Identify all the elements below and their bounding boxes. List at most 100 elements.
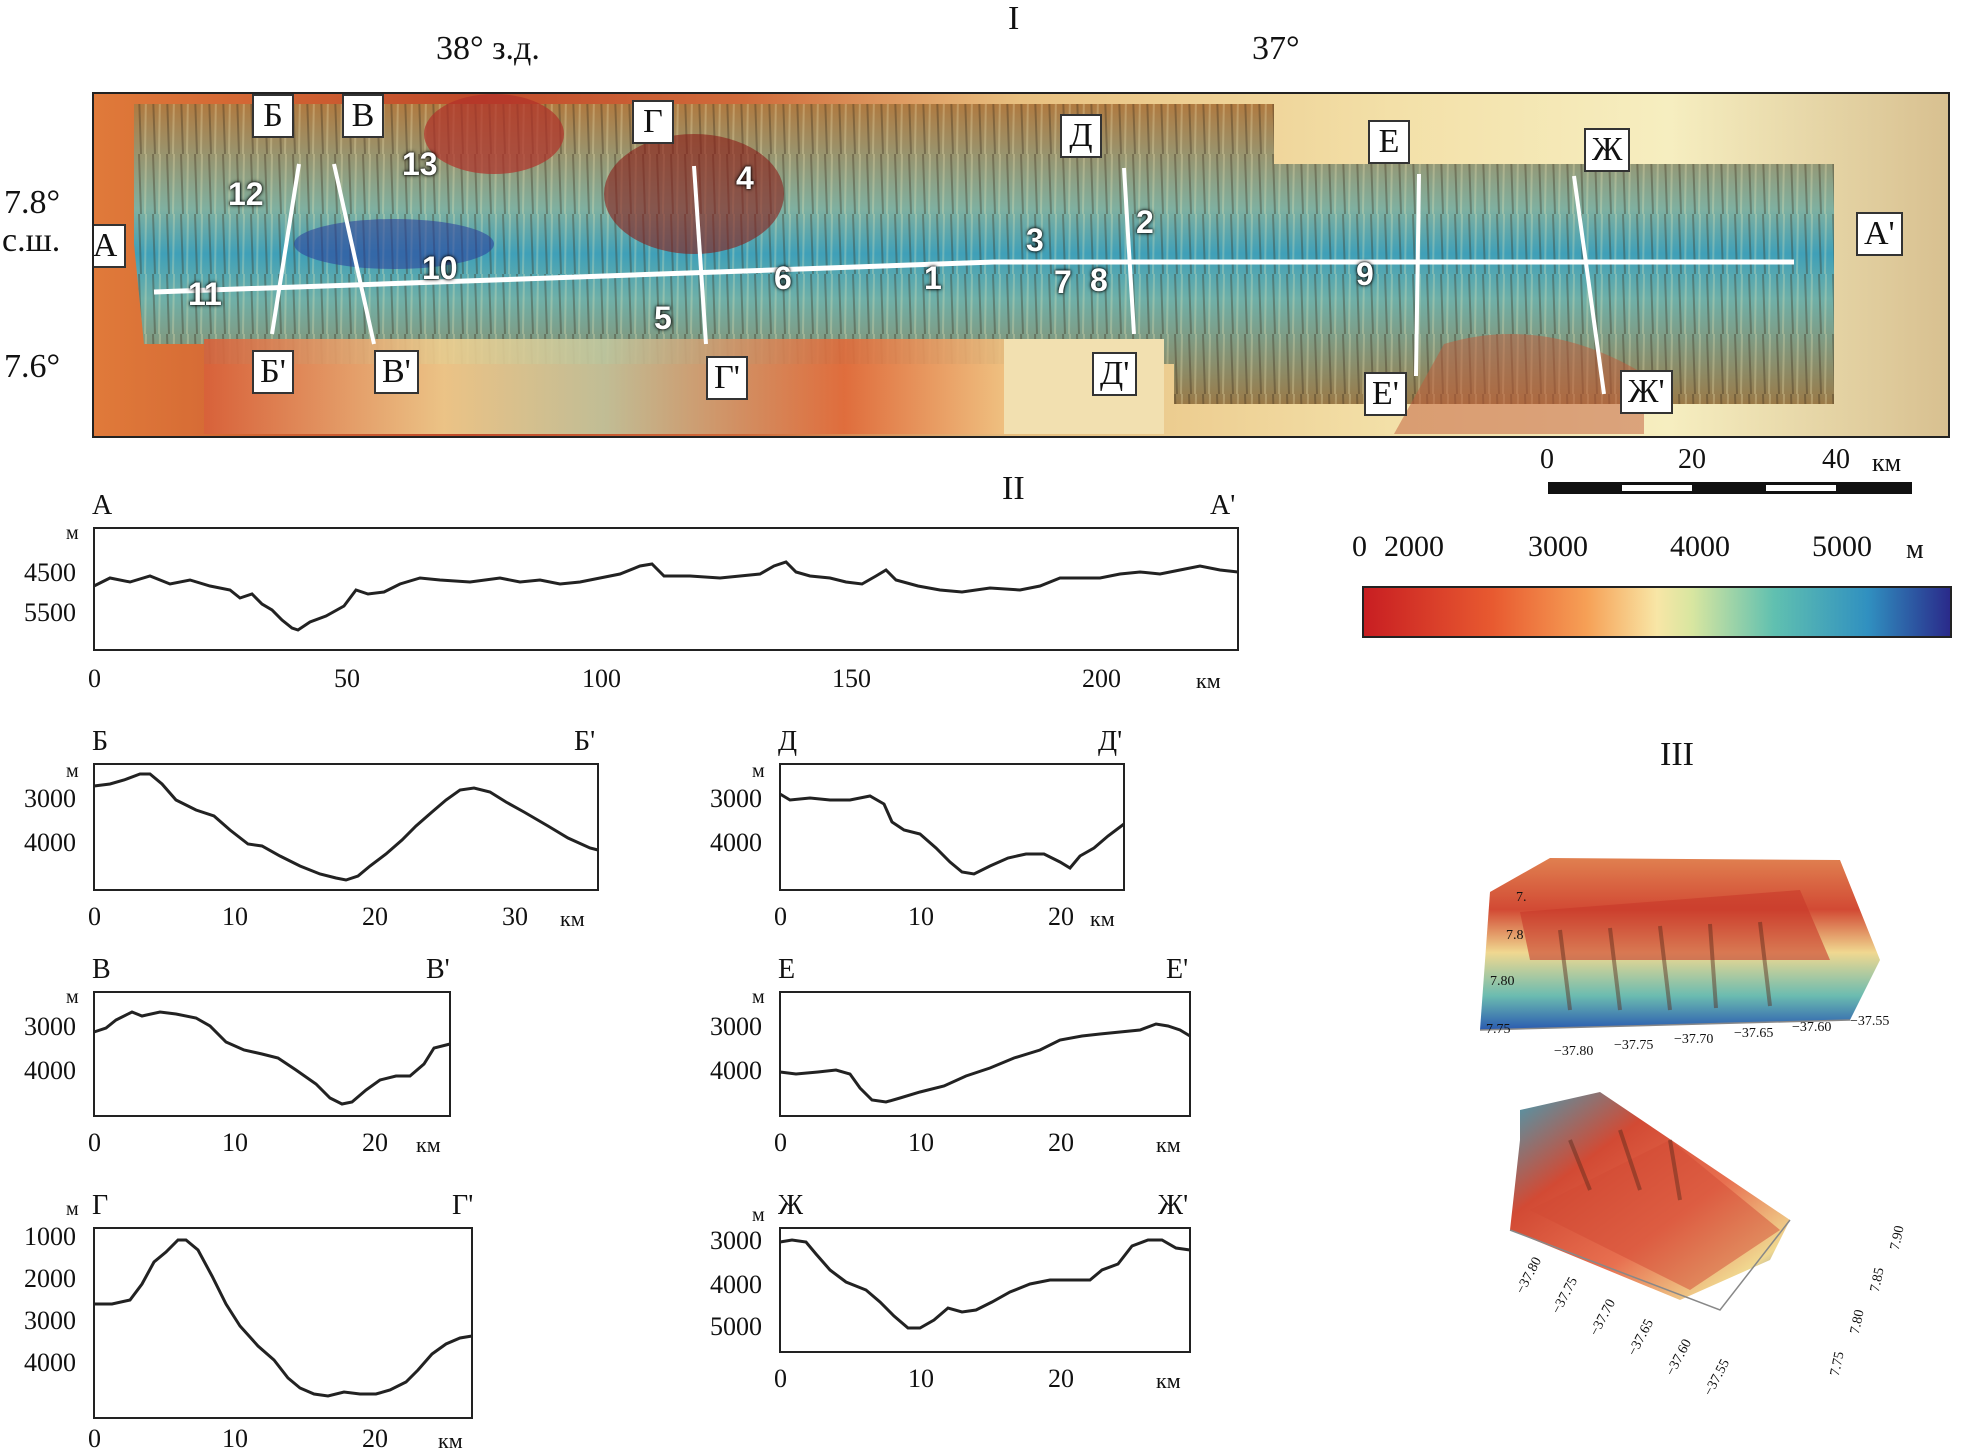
colorbar <box>1362 586 1952 638</box>
profile-Zh-yunit: м <box>752 1204 765 1226</box>
persp-top-lon-3: −37.65 <box>1734 1026 1774 1041</box>
profile-V-xunit: км <box>416 1132 441 1157</box>
profile-G-yunit: м <box>66 1198 79 1220</box>
feature-9: 9 <box>1356 256 1374 292</box>
panel-label-perspective: III <box>1660 736 1694 773</box>
profile-A-yunit: м <box>66 522 79 544</box>
colorbar-label-2000: 2000 <box>1384 530 1444 563</box>
profile-E-xunit: км <box>1156 1132 1181 1157</box>
profile-Zh-xtick-2: 20 <box>1048 1364 1074 1393</box>
profile-Zh-xtick-1: 10 <box>908 1364 934 1393</box>
feature-12: 12 <box>228 176 264 212</box>
profile-V-yunit: м <box>66 986 79 1008</box>
profile-V-ytick-0: 3000 <box>24 1012 76 1041</box>
profile-A-ytick-0: 4500 <box>24 558 76 587</box>
profile-E-xtick-1: 10 <box>908 1128 934 1157</box>
persp-top-lon-2: −37.70 <box>1674 1032 1714 1047</box>
persp-top-lat-0: 7. <box>1516 890 1527 905</box>
profile-B-line <box>93 772 599 882</box>
lat-label-76: 7.6° <box>4 348 61 385</box>
profile-E-ytick-0: 3000 <box>710 1012 762 1041</box>
profile-E-xtick-2: 20 <box>1048 1128 1074 1157</box>
profile-D-xtick-0: 0 <box>774 902 787 931</box>
profile-G-line <box>94 1238 473 1398</box>
profile-V-end: В' <box>426 954 450 985</box>
profile-B-xtick-3: 30 <box>502 902 528 931</box>
feature-6: 6 <box>774 260 792 296</box>
profile-G <box>93 1227 473 1419</box>
label-D: Д <box>1060 114 1102 158</box>
persp-top-lat-2: 7.80 <box>1490 974 1515 989</box>
scale-label-20: 20 <box>1678 444 1706 475</box>
feature-8: 8 <box>1090 262 1108 298</box>
profile-A-end: А' <box>1210 490 1236 521</box>
label-V: В <box>342 94 384 138</box>
lat-label-ns: с.ш. <box>2 222 61 259</box>
scale-label-40: 40 <box>1822 444 1850 475</box>
panel-label-map: I <box>1008 0 1020 37</box>
profile-B-end: Б' <box>574 726 596 757</box>
profile-V-xtick-1: 10 <box>222 1128 248 1157</box>
feature-4: 4 <box>736 160 754 196</box>
colorbar-label-0: 0 <box>1352 530 1367 563</box>
profile-G-xtick-2: 20 <box>362 1424 388 1453</box>
profile-V-line <box>93 1010 451 1106</box>
scale-bar <box>1548 482 1912 494</box>
label-G-prime: Г' <box>706 356 748 400</box>
profile-V-start: В <box>92 954 111 985</box>
label-V-prime: В' <box>374 350 419 394</box>
bathymetry-map: А А' Б Б' В В' Г Г' Д Д' Е Е' Ж Ж' 1 2 3… <box>92 92 1950 438</box>
profile-G-ytick-0: 1000 <box>24 1222 76 1251</box>
profile-D-start: Д <box>778 726 798 757</box>
label-B-prime: Б' <box>252 350 294 394</box>
panel-label-profiles: II <box>1002 470 1025 507</box>
profile-V-xtick-0: 0 <box>88 1128 101 1157</box>
profile-B-ytick-0: 3000 <box>24 784 76 813</box>
label-A-prime: А' <box>1856 212 1903 256</box>
profile-Zh-end: Ж' <box>1158 1190 1189 1221</box>
colorbar-label-4000: 4000 <box>1670 530 1730 563</box>
feature-1: 1 <box>924 260 942 296</box>
profile-G-ytick-2: 3000 <box>24 1306 76 1335</box>
profile-A-xtick-2: 100 <box>582 664 621 693</box>
profile-D-end: Д' <box>1098 726 1123 757</box>
profile-E <box>779 991 1191 1117</box>
persp-top-lon-1: −37.75 <box>1614 1038 1654 1053</box>
scale-unit: км <box>1872 448 1902 477</box>
label-B: Б <box>252 94 294 138</box>
profile-D <box>779 763 1125 891</box>
colorbar-label-5000: 5000 <box>1812 530 1872 563</box>
profile-A-xtick-1: 50 <box>334 664 360 693</box>
profile-B-yunit: м <box>66 760 79 782</box>
lat-label-78: 7.8° <box>4 184 61 221</box>
profile-D-xtick-2: 20 <box>1048 902 1074 931</box>
profile-Zh-xtick-0: 0 <box>774 1364 787 1393</box>
profile-D-xtick-1: 10 <box>908 902 934 931</box>
profile-B <box>93 763 599 891</box>
feature-3: 3 <box>1026 222 1044 258</box>
label-Zh: Ж <box>1584 128 1631 172</box>
label-G: Г <box>632 100 674 144</box>
profile-B-ytick-1: 4000 <box>24 828 76 857</box>
label-E-prime: Е' <box>1364 372 1407 416</box>
profile-B-xtick-0: 0 <box>88 902 101 931</box>
profile-D-ytick-0: 3000 <box>710 784 762 813</box>
colorbar-unit: м <box>1906 534 1924 565</box>
profile-E-xtick-0: 0 <box>774 1128 787 1157</box>
profile-E-end: Е' <box>1166 954 1189 985</box>
profile-G-end: Г' <box>452 1190 474 1221</box>
profile-B-start: Б <box>92 726 109 757</box>
feature-10: 10 <box>422 250 458 286</box>
profile-A-line <box>93 560 1239 632</box>
label-D-prime: Д' <box>1092 352 1138 396</box>
profile-Zh <box>779 1227 1191 1353</box>
profile-G-ytick-3: 4000 <box>24 1348 76 1377</box>
lon-label-37: 37° <box>1252 30 1300 67</box>
feature-7: 7 <box>1054 264 1072 300</box>
profile-A-start: А <box>92 490 113 521</box>
colorbar-label-3000: 3000 <box>1528 530 1588 563</box>
scale-label-0: 0 <box>1540 444 1554 475</box>
profile-A-xtick-4: 200 <box>1082 664 1121 693</box>
profile-G-ytick-1: 2000 <box>24 1264 76 1293</box>
